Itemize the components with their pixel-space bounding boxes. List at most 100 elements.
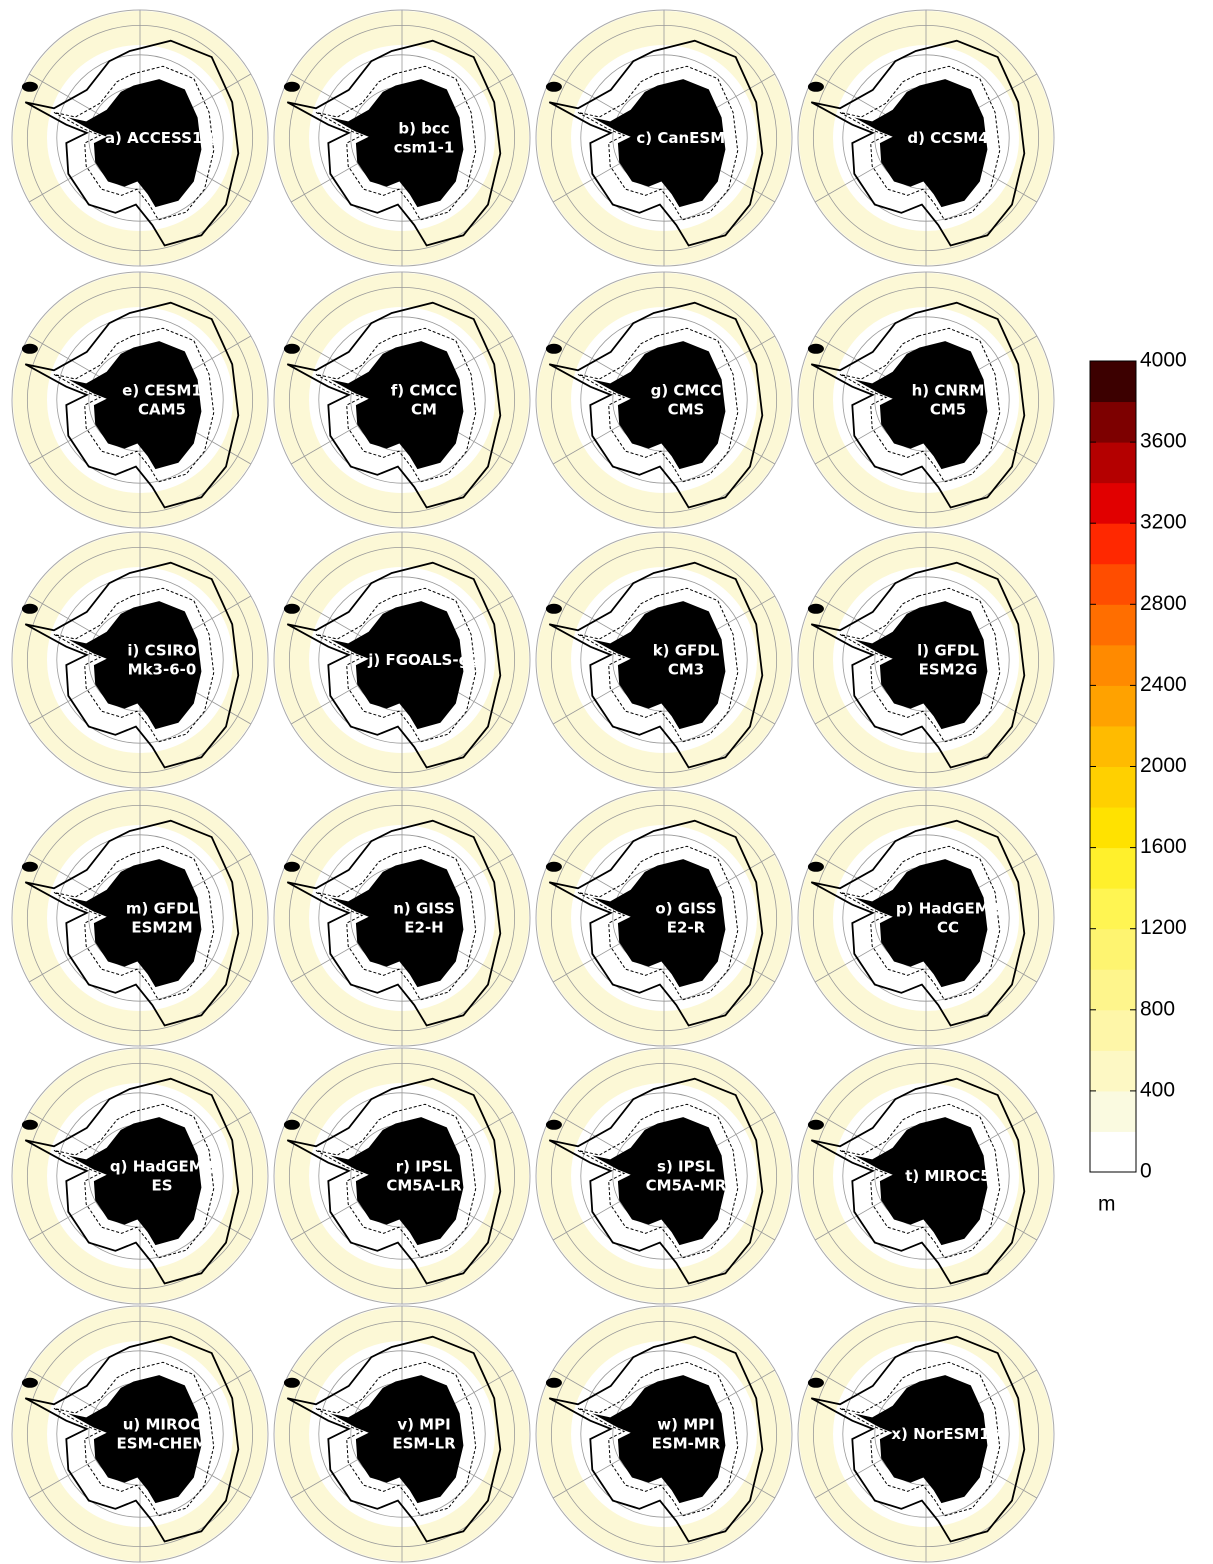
panel-label: CC <box>937 919 959 937</box>
south-america <box>546 604 562 614</box>
colorbar-tick-label: 2800 <box>1140 592 1187 615</box>
panel-label: n) GISS <box>393 900 455 918</box>
panel-label: o) GISS <box>655 900 716 918</box>
map-panel: m) GFDLESM2M <box>12 790 268 1046</box>
panel-label: ESM-LR <box>392 1435 456 1453</box>
panel-label: u) MIROC <box>123 1416 202 1434</box>
panel-label: b) bcc <box>398 120 449 138</box>
panel-label: i) CSIRO <box>127 642 196 660</box>
panel-label: r) IPSL <box>396 1158 453 1176</box>
panel-label: Mk3-6-0 <box>128 661 197 679</box>
panel-label: a) ACCESS1-0 <box>105 129 219 147</box>
panel-label: ESM2M <box>131 919 192 937</box>
panel-label: CM5 <box>930 401 966 419</box>
colorbar-segment <box>1090 848 1136 889</box>
colorbar-segment <box>1090 726 1136 767</box>
panel-label: k) GFDL <box>653 642 720 660</box>
continent <box>68 1117 201 1245</box>
south-america <box>22 604 38 614</box>
colorbar-tick-label: 2000 <box>1140 754 1187 777</box>
south-america <box>284 82 300 92</box>
south-america <box>22 1378 38 1388</box>
colorbar-segment <box>1090 1131 1136 1172</box>
panel-label: q) HadGEM2 <box>110 1158 214 1176</box>
map-panel: j) FGOALS-g2 <box>274 532 530 788</box>
colorbar-tick-label: 400 <box>1140 1078 1175 1101</box>
panel-label: h) CNRM <box>912 382 985 400</box>
panel-label: f) CMCC <box>391 382 458 400</box>
south-america <box>22 344 38 354</box>
colorbar-tick-label: 800 <box>1140 997 1175 1020</box>
colorbar-segment <box>1090 807 1136 848</box>
south-america <box>808 344 824 354</box>
map-panel: e) CESM1CAM5 <box>12 272 268 528</box>
colorbar-tick-label: 1200 <box>1140 916 1187 939</box>
south-america <box>284 1378 300 1388</box>
south-america <box>22 1120 38 1130</box>
south-america <box>284 1120 300 1130</box>
panel-label: m) GFDL <box>126 900 199 918</box>
colorbar-segment <box>1090 645 1136 686</box>
south-america <box>22 82 38 92</box>
panel-label: ESM-CHEM <box>117 1435 208 1453</box>
continent <box>592 859 725 987</box>
colorbar-segment <box>1090 888 1136 929</box>
panel-label: ESM2G <box>919 661 978 679</box>
panel-label: d) CCSM4 <box>907 129 988 147</box>
colorbar-segment <box>1090 1091 1136 1132</box>
panel-label: CM3 <box>668 661 704 679</box>
panel-label: g) CMCC <box>651 382 722 400</box>
south-america <box>284 862 300 872</box>
panel-label: E2-H <box>404 919 443 937</box>
colorbar-segment <box>1090 767 1136 808</box>
colorbar-segment <box>1090 929 1136 970</box>
colorbar-segment <box>1090 604 1136 645</box>
panel-label: CM5A-LR <box>386 1177 462 1195</box>
south-america <box>808 862 824 872</box>
continent <box>854 859 987 987</box>
colorbar-segment <box>1090 1050 1136 1091</box>
map-panel: g) CMCCCMS <box>536 272 792 528</box>
panel-label: v) MPI <box>397 1416 450 1434</box>
colorbar-segment <box>1090 361 1136 402</box>
colorbar-segment <box>1090 564 1136 605</box>
panel-label: CAM5 <box>138 401 186 419</box>
map-panel: f) CMCCCM <box>274 272 530 528</box>
panel-label: csm1-1 <box>394 139 455 157</box>
panel-label: j) FGOALS-g2 <box>367 651 480 669</box>
colorbar-segment <box>1090 442 1136 483</box>
south-america <box>284 344 300 354</box>
colorbar-segment <box>1090 685 1136 726</box>
panel-label: ES <box>151 1177 172 1195</box>
colorbar-tick-label: 2400 <box>1140 673 1187 696</box>
panel-label: t) MIROC5 <box>905 1167 991 1185</box>
panel-label: l) GFDL <box>917 642 979 660</box>
continent <box>330 341 463 469</box>
map-panel: d) CCSM4 <box>798 10 1054 266</box>
panel-label: s) IPSL <box>657 1158 715 1176</box>
panel-label: x) NorESM1M <box>891 1425 1004 1443</box>
continent <box>854 341 987 469</box>
south-america <box>808 1120 824 1130</box>
map-panel: c) CanESM2 <box>536 10 792 266</box>
figure: m a) ACCESS1-0b) bcccsm1-1c) CanESM2d) C… <box>0 0 1213 1564</box>
panel-label: ESM-MR <box>652 1435 721 1453</box>
panel-label: p) HadGEM2 <box>896 900 1000 918</box>
panel-label: CM <box>411 401 437 419</box>
south-america <box>546 344 562 354</box>
south-america <box>808 604 824 614</box>
panel-label: e) CESM1 <box>122 382 202 400</box>
colorbar-tick-label: 3200 <box>1140 511 1187 534</box>
